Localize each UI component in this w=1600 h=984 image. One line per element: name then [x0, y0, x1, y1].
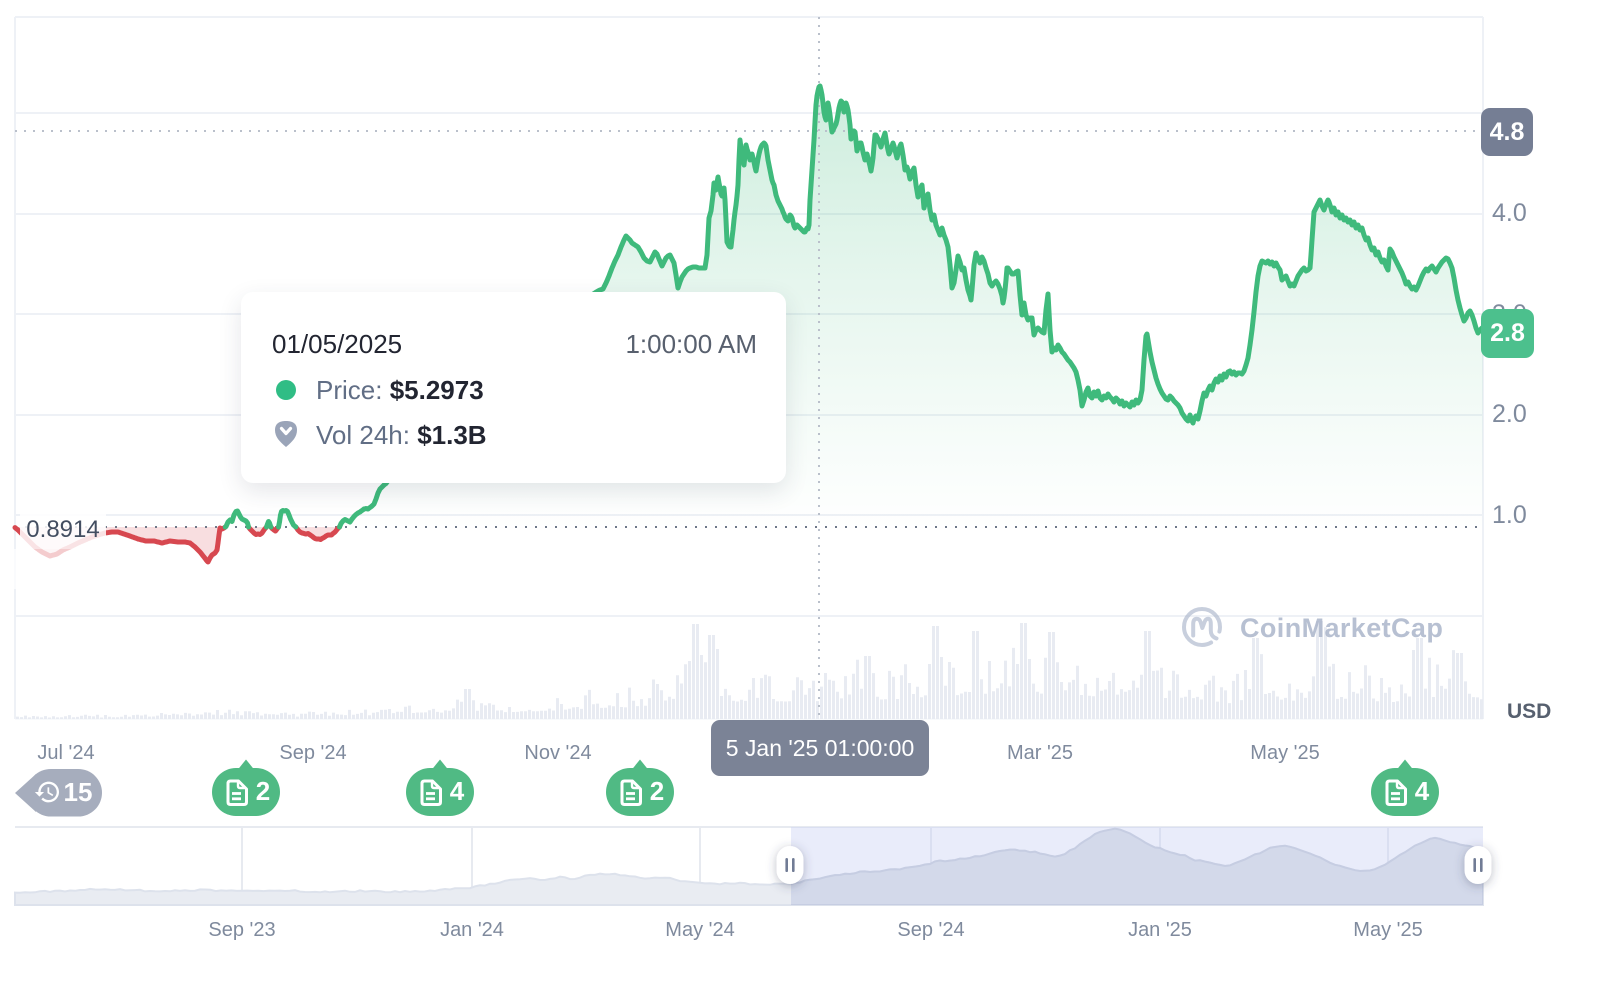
- svg-text:2: 2: [650, 776, 664, 806]
- svg-text:Nov '24: Nov '24: [524, 742, 591, 764]
- svg-text:May '24: May '24: [665, 919, 734, 941]
- svg-text:Sep '24: Sep '24: [897, 919, 964, 941]
- svg-text:Mar '25: Mar '25: [1007, 742, 1073, 764]
- svg-text:15: 15: [64, 777, 93, 807]
- svg-text:Sep '24: Sep '24: [279, 742, 346, 764]
- svg-text:1.0: 1.0: [1492, 501, 1527, 529]
- svg-text:Sep '23: Sep '23: [208, 919, 275, 941]
- svg-text:4: 4: [1415, 776, 1430, 806]
- svg-text:Jul '24: Jul '24: [37, 742, 94, 764]
- svg-text:USD: USD: [1507, 700, 1551, 723]
- svg-text:May '25: May '25: [1250, 742, 1319, 764]
- svg-text:4: 4: [450, 776, 465, 806]
- svg-text:Jan '25: Jan '25: [1128, 919, 1192, 941]
- svg-text:2: 2: [256, 776, 270, 806]
- svg-text:2.0: 2.0: [1492, 400, 1527, 428]
- svg-text:Jan '24: Jan '24: [440, 919, 504, 941]
- svg-text:4.0: 4.0: [1492, 199, 1527, 227]
- svg-text:CoinMarketCap: CoinMarketCap: [1240, 613, 1443, 643]
- svg-text:May '25: May '25: [1353, 919, 1422, 941]
